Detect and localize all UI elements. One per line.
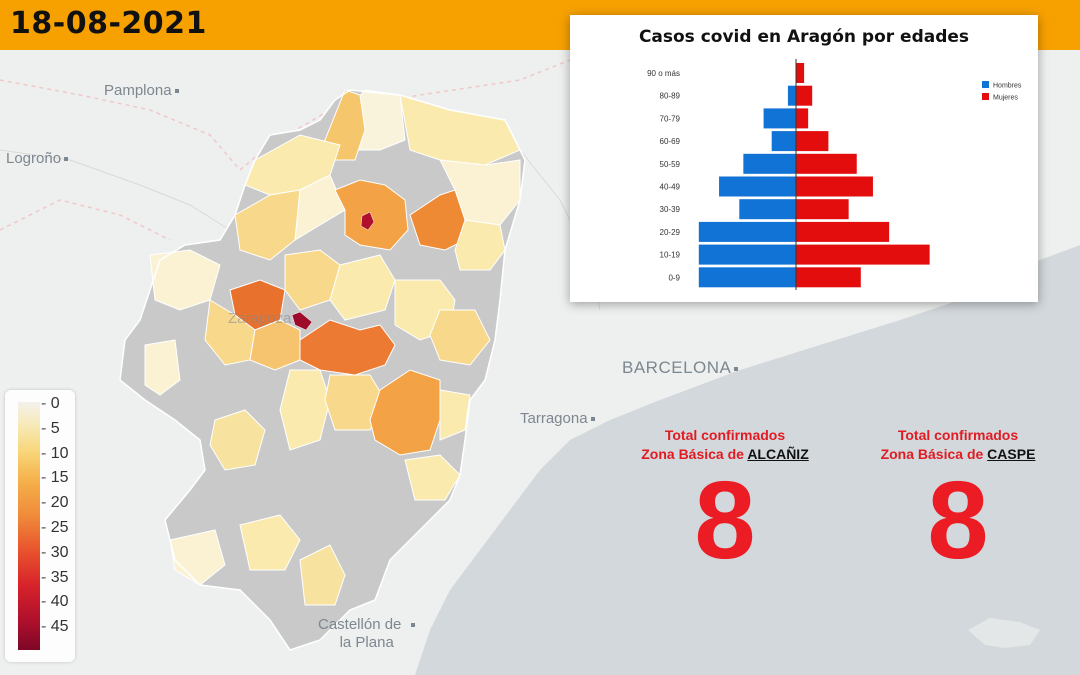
legend-label: Hombres — [993, 83, 1022, 90]
age-pyramid-chart: 90 o más 80-89 70-79 60-69 50-59 40-49 30-39 20… — [647, 59, 1022, 290]
chart-title: Casos covid en Aragón por edades — [638, 27, 970, 47]
category-label: 20-29 — [660, 228, 681, 237]
stat-zone-name: ALCAÑIZ — [747, 446, 809, 462]
stat-label: Total confirmados — [664, 427, 786, 443]
category-label: 60-69 — [660, 137, 681, 146]
sea — [415, 245, 1080, 675]
legend-tick: 25 — [41, 520, 69, 536]
category-label: 90 o más — [647, 69, 680, 78]
bar-hombres — [739, 199, 796, 220]
legend-tick: 5 — [41, 420, 60, 437]
region-outline — [119, 89, 526, 651]
city-label-barcelona: BARCELONA — [622, 358, 739, 378]
bar-mujeres — [796, 244, 930, 265]
bar-mujeres — [796, 221, 890, 242]
category-label: 80-89 — [660, 92, 681, 101]
bar-hombres — [698, 221, 796, 242]
category-label: 40-49 — [660, 183, 681, 192]
stat-zone-name: CASPE — [987, 446, 1036, 462]
bar-mujeres — [796, 153, 857, 174]
legend-tick: 10 — [41, 445, 69, 462]
bar-mujeres — [796, 85, 813, 106]
stat-caspe: Total confirmados Zona Básica de CASPE 8 — [870, 426, 1046, 576]
category-label: 70-79 — [660, 114, 681, 123]
stat-zone-line: Zona Básica de CASPE — [880, 446, 1036, 462]
city-label-logrono: Logroño — [6, 150, 69, 167]
bar-hombres — [719, 176, 796, 197]
stat-zone-line: Zona Básica de ALCAÑIZ — [641, 446, 809, 462]
legend-tick: 35 — [41, 569, 69, 586]
age-pyramid-panel: Casos covid en Aragón por edades 90 o má… — [570, 15, 1038, 302]
city-label-pamplona: Pamplona — [104, 82, 179, 99]
legend-tick: 45 — [41, 619, 69, 635]
bar-mujeres — [796, 176, 873, 197]
legend-swatch — [982, 93, 989, 100]
legend-tick: 20 — [41, 495, 69, 511]
island — [968, 618, 1040, 648]
bar-mujeres — [796, 199, 849, 220]
city-label-castellon: Castellón de la Plana — [318, 616, 416, 652]
stat-value: 8 — [694, 459, 756, 582]
date-title: 18-08-2021 — [10, 6, 207, 41]
legend-tick: 0 — [41, 396, 60, 412]
category-label: 50-59 — [660, 160, 681, 169]
bar-hombres — [698, 244, 796, 265]
bar-hombres — [698, 267, 796, 288]
legend-tick: 40 — [41, 594, 69, 610]
stat-label: Total confirmados — [897, 427, 1019, 443]
bar-mujeres — [796, 131, 829, 152]
bar-hombres — [743, 153, 796, 174]
stat-value: 8 — [927, 459, 989, 582]
color-legend: 0 5 10 15 20 25 30 35 40 45 — [5, 390, 75, 662]
city-label-zaragoza: Zaragoza — [228, 310, 292, 327]
bar-mujeres — [796, 108, 809, 129]
category-label: 0-9 — [668, 273, 680, 282]
category-label: 10-19 — [660, 251, 681, 260]
legend-label: Mujeres — [993, 95, 1018, 102]
city-label-tarragona: Tarragona — [520, 410, 595, 427]
legend-gradient-bar — [18, 402, 40, 650]
stat-alcaniz: Total confirmados Zona Básica de ALCAÑIZ… — [635, 426, 815, 576]
legend-tick: 15 — [41, 470, 69, 486]
category-label: 30-39 — [660, 205, 681, 214]
bar-hombres — [771, 131, 796, 152]
bar-hombres — [763, 108, 796, 129]
bar-mujeres — [796, 267, 861, 288]
bar-mujeres — [796, 63, 805, 83]
legend-tick: 30 — [41, 544, 69, 561]
bar-hombres — [787, 85, 796, 106]
choropleth-zones[interactable] — [144, 89, 521, 606]
legend-swatch — [982, 81, 989, 88]
